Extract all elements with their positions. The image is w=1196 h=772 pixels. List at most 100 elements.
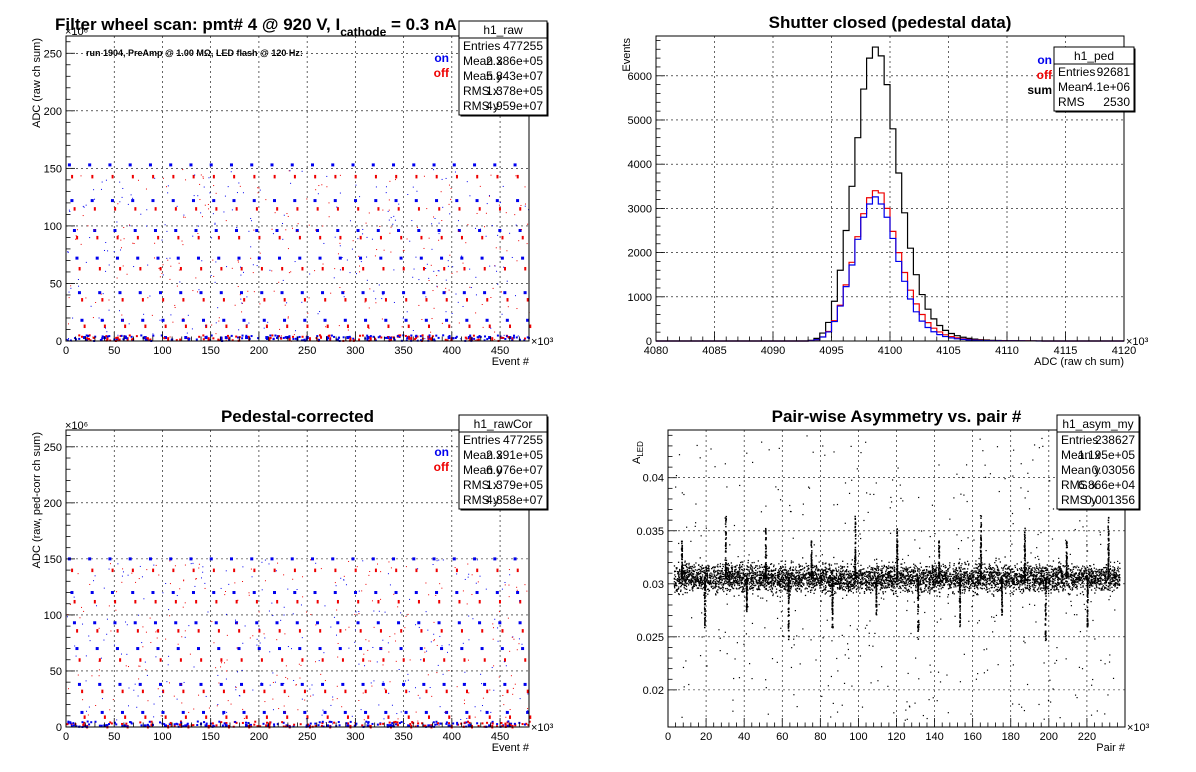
point-off xyxy=(217,235,220,240)
asym-point xyxy=(790,586,793,588)
point-transition xyxy=(343,296,345,298)
point-baseline xyxy=(333,335,336,338)
point-transition xyxy=(157,688,159,690)
point-baseline xyxy=(504,337,507,340)
asym-point xyxy=(727,571,730,573)
asym-point xyxy=(1056,584,1059,587)
point-on xyxy=(240,682,244,686)
point-on xyxy=(333,199,337,203)
point-transition xyxy=(200,212,202,214)
asym-point xyxy=(1035,570,1037,572)
point-off xyxy=(395,174,398,179)
asym-point xyxy=(871,588,873,590)
point-transition xyxy=(257,187,259,189)
asym-point xyxy=(1071,569,1073,571)
asym-point xyxy=(794,577,797,579)
point-baseline xyxy=(266,721,269,724)
asym-point xyxy=(833,578,835,580)
asym-point xyxy=(991,572,993,574)
point-baseline xyxy=(78,334,81,337)
point-transition xyxy=(335,585,337,587)
asym-point xyxy=(775,579,777,581)
point-transition xyxy=(116,277,118,279)
asym-point xyxy=(967,578,970,581)
asym-point xyxy=(905,587,907,589)
point-transition xyxy=(166,257,168,259)
asym-point xyxy=(1050,576,1053,578)
x-axis-label: Event # xyxy=(492,742,530,754)
asym-point xyxy=(853,580,856,583)
asym-point xyxy=(798,576,801,578)
point-transition xyxy=(310,559,312,561)
run-info-label: run 1904, PreAmp @ 1.00 MΩ, LED flash @ … xyxy=(86,48,303,58)
point-off xyxy=(131,568,134,573)
point-transition xyxy=(339,174,341,176)
asym-point xyxy=(978,564,981,566)
point-on xyxy=(118,682,122,686)
point-transition xyxy=(349,272,351,274)
point-transition xyxy=(360,261,362,263)
point-transition xyxy=(431,318,433,320)
asym-point xyxy=(996,569,999,571)
point-transition xyxy=(94,198,96,200)
asym-point xyxy=(733,566,735,568)
point-baseline xyxy=(330,720,333,723)
asym-point xyxy=(877,579,880,582)
asym-point xyxy=(766,575,768,577)
point-transition xyxy=(476,212,478,214)
point-transition xyxy=(448,184,450,186)
asym-point xyxy=(865,579,868,581)
asym-point xyxy=(1117,577,1120,579)
asym-point xyxy=(1064,580,1067,582)
point-transition xyxy=(481,304,483,306)
asym-point xyxy=(874,575,876,578)
asym-point xyxy=(981,578,983,580)
point-transition xyxy=(68,291,70,293)
point-transition xyxy=(236,647,238,649)
point-transition xyxy=(101,698,103,700)
asym-point xyxy=(1076,594,1078,596)
asym-point xyxy=(928,578,930,581)
point-on xyxy=(376,229,380,233)
point-off xyxy=(435,174,438,179)
point-transition xyxy=(405,680,407,682)
point-transition xyxy=(339,269,341,271)
point-transition xyxy=(180,683,182,685)
y-tick-label: 0 xyxy=(56,336,62,348)
point-on xyxy=(257,256,261,260)
point-transition xyxy=(504,581,506,583)
point-transition xyxy=(467,576,469,578)
point-transition xyxy=(334,268,336,270)
asym-point xyxy=(966,575,969,577)
point-baseline xyxy=(320,724,323,727)
asym-point xyxy=(1021,592,1023,594)
point-baseline xyxy=(410,334,413,337)
point-transition xyxy=(272,681,274,683)
asym-point xyxy=(976,563,978,566)
asym-point xyxy=(805,587,807,589)
asym-point xyxy=(800,581,803,584)
point-baseline xyxy=(369,335,372,338)
point-transition xyxy=(77,279,79,281)
point-on xyxy=(181,318,185,322)
asym-point xyxy=(721,576,724,578)
asym-point xyxy=(839,582,841,585)
point-transition xyxy=(178,269,180,271)
asym-point xyxy=(1016,568,1018,570)
asym-point xyxy=(1076,577,1078,579)
point-transition xyxy=(432,564,434,566)
point-transition xyxy=(125,665,127,667)
point-on xyxy=(440,647,444,651)
point-transition xyxy=(240,298,242,300)
point-transition xyxy=(412,330,414,332)
point-on xyxy=(326,336,330,340)
point-off xyxy=(197,235,200,240)
point-transition xyxy=(146,209,148,211)
point-transition xyxy=(218,682,220,684)
point-transition xyxy=(391,704,393,706)
point-baseline xyxy=(148,720,151,723)
asym-point xyxy=(850,585,853,588)
point-off xyxy=(440,629,443,633)
asym-point xyxy=(1052,569,1055,572)
point-baseline xyxy=(361,334,364,337)
